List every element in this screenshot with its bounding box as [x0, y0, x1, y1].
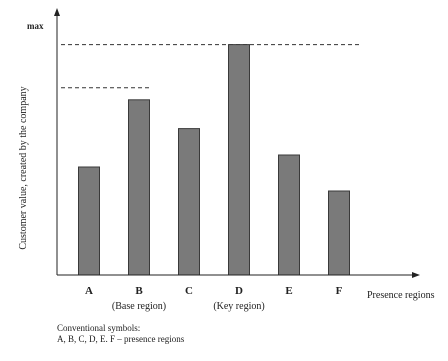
- bar-D: [228, 44, 250, 276]
- category-label-C: C: [185, 285, 193, 297]
- max-label: max: [27, 21, 44, 31]
- category-labels: A B (Base region) C D (Key region) E F: [85, 285, 343, 312]
- bars: [78, 44, 350, 276]
- bar-B: [128, 99, 150, 276]
- y-axis-arrow: [54, 8, 60, 16]
- category-label-A: A: [85, 285, 93, 297]
- category-sublabel-D: (Key region): [213, 301, 264, 312]
- category-label-D: D: [235, 285, 243, 297]
- conventional-symbols-title: Conventional symbols:: [57, 323, 141, 333]
- x-axis-title: Presence regions: [367, 290, 435, 301]
- bar-C: [178, 128, 200, 276]
- bar-E: [278, 154, 300, 276]
- category-label-E: E: [285, 285, 292, 297]
- x-axis-arrow: [412, 272, 420, 278]
- y-axis-title: Customer value, created by the company: [18, 86, 29, 249]
- conventional-symbols-legend: A, B, C, D, E. F – presence regions: [57, 334, 185, 344]
- category-label-F: F: [336, 285, 343, 297]
- bar-F: [328, 190, 350, 276]
- category-label-B: B: [135, 285, 143, 297]
- reference-lines: [61, 44, 362, 89]
- bar-A: [78, 166, 100, 276]
- category-sublabel-B: (Base region): [112, 301, 166, 312]
